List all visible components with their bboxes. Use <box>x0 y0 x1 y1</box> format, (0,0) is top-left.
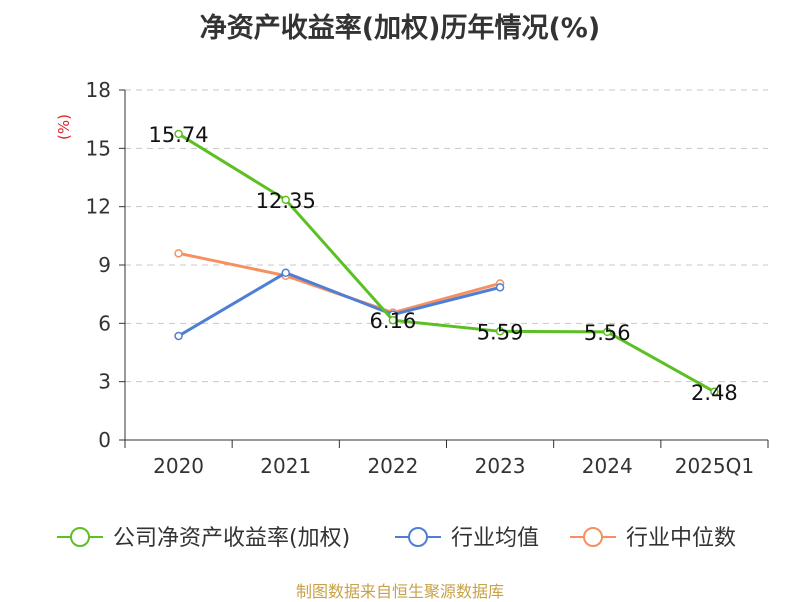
legend-label: 公司净资产收益率(加权) <box>113 526 350 551</box>
y-tick-label: 6 <box>98 311 111 335</box>
legend-label: 行业中位数 <box>626 526 736 551</box>
x-tick-label: 2025Q1 <box>675 454 754 478</box>
y-tick-label: 15 <box>86 136 111 160</box>
data-point <box>281 195 290 205</box>
data-label: 5.59 <box>477 320 524 344</box>
series-line <box>177 132 716 394</box>
y-tick-label: 9 <box>98 253 111 277</box>
data-label: 2.48 <box>691 381 738 405</box>
legend-marker <box>583 527 603 547</box>
legend-marker <box>70 527 90 547</box>
x-tick-label: 2020 <box>153 454 204 478</box>
y-tick-label: 18 <box>86 78 111 102</box>
data-label: 15.74 <box>149 123 209 147</box>
data-point <box>174 249 183 258</box>
data-point <box>388 315 398 325</box>
legend-marker <box>408 527 428 547</box>
data-point <box>174 331 183 341</box>
y-tick-label: 3 <box>98 370 111 394</box>
data-point <box>281 268 290 278</box>
data-label: 6.16 <box>370 309 417 333</box>
x-tick-label: 2021 <box>260 454 311 478</box>
data-point <box>603 327 612 337</box>
x-tick-label: 2024 <box>582 454 633 478</box>
series-line <box>177 271 501 338</box>
data-point <box>495 283 505 292</box>
data-label: 12.35 <box>256 189 316 213</box>
data-point <box>710 387 719 397</box>
source-note: 制图数据来自恒生聚源数据库 <box>295 582 504 601</box>
data-label: 5.56 <box>584 321 631 345</box>
y-tick-label: 12 <box>86 195 111 219</box>
legend-label: 行业均值 <box>451 526 539 551</box>
x-tick-label: 2022 <box>367 454 418 478</box>
y-axis-label: (%) <box>55 114 73 140</box>
x-tick-label: 2023 <box>475 454 526 478</box>
y-tick-label: 0 <box>98 428 111 452</box>
chart-title: 净资产收益率(加权)历年情况(%) <box>199 13 601 44</box>
data-point <box>495 327 505 336</box>
data-point <box>174 129 183 139</box>
